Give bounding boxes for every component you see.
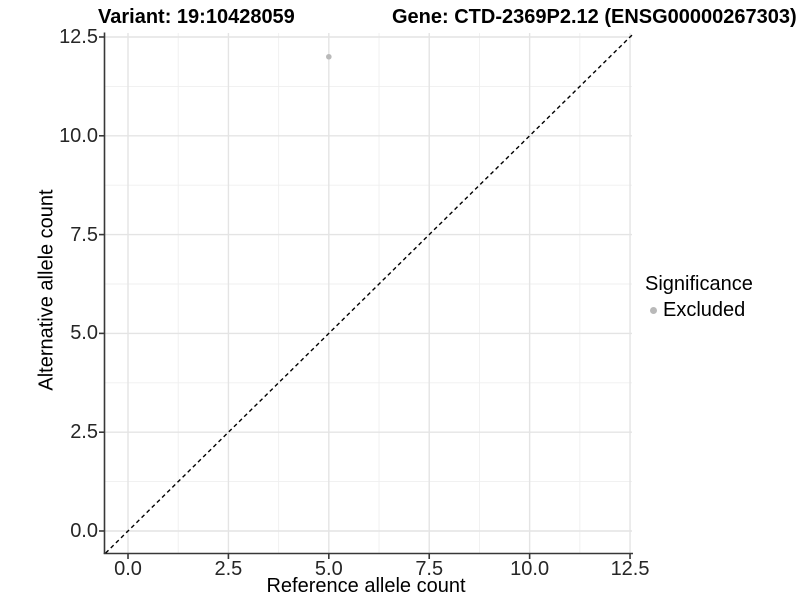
- x-tick-label: 0.0: [114, 558, 142, 580]
- y-tick-label: 0.0: [70, 519, 98, 542]
- x-tick-label: 7.5: [415, 558, 444, 580]
- plot-title-variant: Variant: 19:10428059: [98, 6, 295, 28]
- y-tick-label: 7.5: [70, 223, 98, 246]
- x-tick-label: 12.5: [610, 558, 650, 580]
- x-axis-title: Reference allele count: [266, 575, 466, 597]
- legend: Significance Excluded: [645, 273, 753, 322]
- y-tick-label: 10.0: [59, 124, 98, 147]
- x-tick-label: 10.0: [510, 558, 550, 580]
- data-point: [326, 53, 332, 60]
- x-tick-label: 5.0: [314, 558, 343, 580]
- legend-key-point-icon: [650, 307, 657, 314]
- y-tick-label: 5.0: [70, 322, 98, 345]
- legend-item-excluded: Excluded: [645, 299, 753, 322]
- y-axis-title: Alternative allele count: [35, 189, 58, 391]
- legend-item-label: Excluded: [663, 299, 746, 321]
- y-tick-label: 12.5: [59, 25, 98, 48]
- plot-title-gene: Gene: CTD-2369P2.12 (ENSG00000267303): [392, 6, 797, 28]
- legend-title: Significance: [645, 273, 753, 295]
- y-tick-label: 2.5: [70, 421, 98, 444]
- identity-line: [105, 34, 633, 554]
- x-tick-label: 2.5: [214, 558, 243, 580]
